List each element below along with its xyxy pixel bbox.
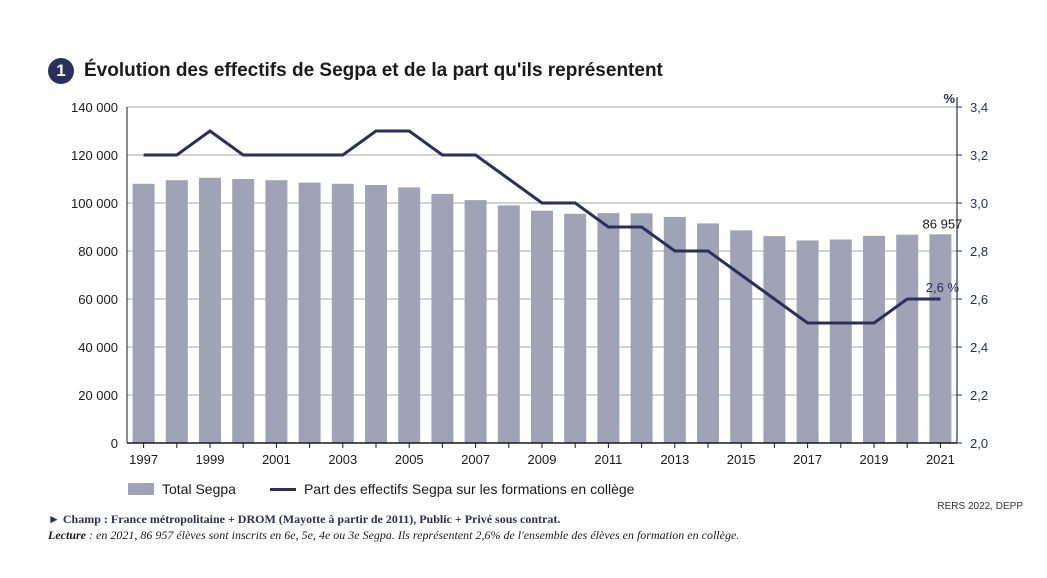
bar bbox=[398, 187, 421, 443]
bar bbox=[929, 234, 952, 443]
bar bbox=[531, 210, 553, 443]
x-tick-label: 2003 bbox=[328, 452, 357, 467]
x-tick-label: 2017 bbox=[793, 452, 822, 467]
bar bbox=[896, 234, 919, 443]
legend-line-swatch bbox=[269, 487, 296, 491]
x-tick-label: 1997 bbox=[129, 452, 158, 467]
bar bbox=[564, 213, 587, 443]
bar bbox=[331, 183, 354, 444]
bar bbox=[365, 185, 387, 443]
legend-line-label: Part des effectifs Segpa sur les formati… bbox=[303, 481, 635, 497]
y-left-tick-label: 120 000 bbox=[71, 148, 118, 163]
x-tick-label: 2015 bbox=[727, 452, 756, 467]
x-tick-label: 2007 bbox=[461, 452, 490, 467]
y-left-tick-label: 20 000 bbox=[78, 388, 118, 403]
notes: ► Champ : France métropolitaine + DROM (… bbox=[48, 511, 739, 543]
bar bbox=[863, 235, 885, 443]
y-right-tick-label: 2,4 bbox=[970, 340, 988, 355]
bar bbox=[464, 200, 487, 443]
bar bbox=[265, 180, 288, 443]
x-tick-label: 2001 bbox=[262, 452, 291, 467]
bar bbox=[796, 240, 819, 443]
y-right-tick-label: 2,2 bbox=[970, 388, 988, 403]
legend: Total Segpa Part des effectifs Segpa sur… bbox=[128, 481, 634, 497]
y-left-tick-label: 80 000 bbox=[78, 244, 118, 259]
y-right-tick-label: 3,2 bbox=[970, 148, 988, 163]
champ-note: ► Champ : France métropolitaine + DROM (… bbox=[48, 512, 561, 526]
chart-title-row: 1 Évolution des effectifs de Segpa et de… bbox=[48, 58, 663, 84]
figure-number-badge: 1 bbox=[48, 58, 74, 84]
x-tick-label: 2011 bbox=[594, 452, 622, 467]
bar bbox=[630, 213, 653, 443]
chart-title: Évolution des effectifs de Segpa et de l… bbox=[84, 60, 663, 81]
annotation-last-bar: 86 957 bbox=[923, 216, 963, 231]
y-left-tick-label: 100 000 bbox=[71, 196, 118, 211]
x-tick-label: 2005 bbox=[395, 452, 424, 467]
x-tick-label: 1999 bbox=[196, 452, 225, 467]
y-right-tick-label: 3,0 bbox=[970, 196, 988, 211]
bar bbox=[165, 180, 188, 443]
lecture-text: : en 2021, 86 957 élèves sont inscrits e… bbox=[86, 528, 740, 542]
legend-bar-label: Total Segpa bbox=[162, 481, 236, 497]
x-tick-label: 2019 bbox=[860, 452, 889, 467]
legend-bar-swatch bbox=[128, 483, 154, 495]
source-credit: RERS 2022, DEPP bbox=[937, 501, 1023, 512]
y-left-tick-label: 0 bbox=[111, 436, 118, 451]
bar bbox=[730, 230, 753, 443]
y-right-tick-label: 2,8 bbox=[970, 244, 988, 259]
annotation-last-line: 2,6 % bbox=[926, 280, 960, 295]
bar bbox=[697, 223, 719, 443]
bar bbox=[663, 216, 686, 443]
y-right-tick-label: 2,6 bbox=[970, 292, 988, 307]
bar bbox=[132, 183, 155, 444]
bar bbox=[431, 193, 454, 443]
y-right-tick-label: 2,0 bbox=[970, 436, 988, 451]
bar bbox=[199, 177, 221, 444]
y-left-tick-label: 140 000 bbox=[71, 100, 118, 115]
bar bbox=[298, 182, 321, 443]
y-left-tick-label: 40 000 bbox=[78, 340, 118, 355]
x-tick-label: 2009 bbox=[528, 452, 557, 467]
bar bbox=[232, 179, 255, 443]
lecture-label: Lecture bbox=[48, 528, 86, 542]
y-right-tick-label: 3,4 bbox=[970, 100, 988, 115]
y-right-axis-unit: % bbox=[943, 91, 955, 106]
y-left-tick-label: 60 000 bbox=[78, 292, 118, 307]
bar bbox=[597, 213, 620, 443]
lecture-note: Lecture : en 2021, 86 957 élèves sont in… bbox=[48, 527, 739, 543]
x-tick-label: 2013 bbox=[660, 452, 689, 467]
bar bbox=[763, 236, 786, 443]
bar bbox=[829, 239, 852, 443]
x-tick-label: 2021 bbox=[926, 452, 955, 467]
bar bbox=[497, 205, 520, 443]
